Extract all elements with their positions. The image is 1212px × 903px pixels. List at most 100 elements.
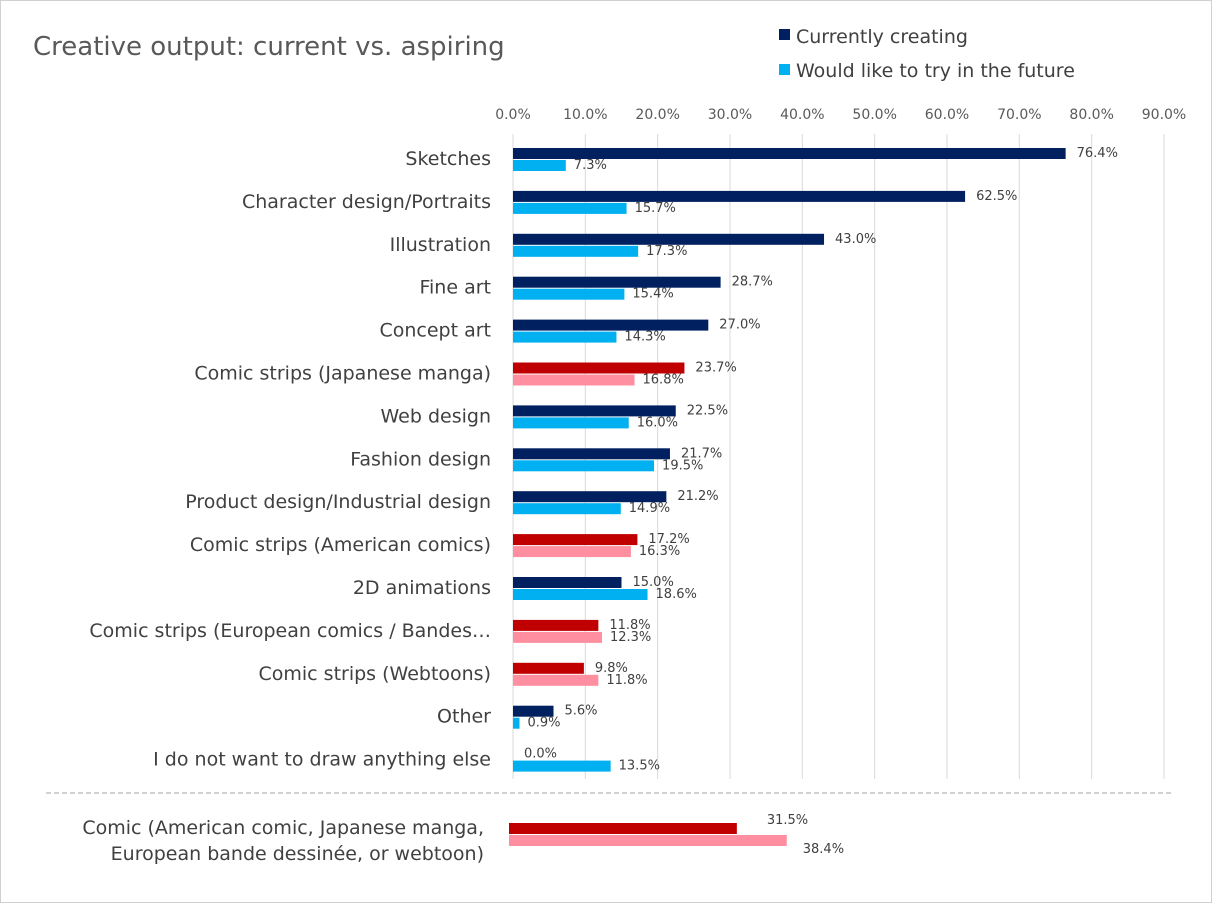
- x-tick-label: 40.0%: [780, 107, 824, 123]
- bar-current-fashion-design: [513, 448, 670, 460]
- bar-future-comic-strips-european-comics-bandes: [513, 631, 602, 643]
- category-labels: Sketches Character design/Portraits Illust…: [89, 148, 491, 771]
- data-label-current-comic-strips-webtoons: 9.8%: [595, 661, 628, 676]
- bar-current-comic-strips-japanese-manga: [513, 362, 685, 374]
- summary-section: Comic (American comic, Japanese manga, Eu…: [82, 813, 844, 865]
- data-label-future-other: 0.9%: [528, 716, 561, 731]
- data-label-current-fine-art: 28.7%: [732, 275, 773, 290]
- legend-swatch-currently-creating: [779, 29, 790, 40]
- bar-future-comic-strips-webtoons: [513, 674, 599, 686]
- bar-future-product-design-industrial-design: [513, 503, 621, 515]
- category-label-product-design-industrial-design: Product design/Industrial design: [185, 491, 491, 513]
- bar-current-illustration: [513, 233, 825, 245]
- data-label-current-illustration: 43.0%: [835, 232, 876, 247]
- category-label-character-design-portraits: Character design/Portraits: [242, 191, 491, 213]
- legend-swatch-would-like-to-try: [779, 64, 790, 75]
- bar-future-fashion-design: [513, 460, 655, 472]
- bars: [513, 148, 1066, 772]
- category-label-concept-art: Concept art: [379, 320, 491, 342]
- category-label-illustration: Illustration: [390, 234, 491, 256]
- summary-data-label-current: 31.5%: [767, 813, 808, 828]
- category-label-fashion-design: Fashion design: [350, 448, 491, 470]
- legend: Currently creating Would like to try in …: [779, 26, 1075, 82]
- bar-current-sketches: [513, 148, 1066, 159]
- x-axis-ticks: 0.0% 10.0% 20.0% 30.0% 40.0% 50.0% 60.0% 70.0% 8…: [495, 107, 1186, 123]
- x-tick-label: 20.0%: [635, 107, 679, 123]
- data-label-future-comic-strips-european-comics-bandes: 12.3%: [610, 630, 651, 645]
- data-labels: 76.4% 7.3% 62.5% 15.7% 43.0% 17.3% 28.7% 15.4% 2…: [524, 146, 1118, 774]
- bar-future-fine-art: [513, 288, 625, 300]
- summary-data-label-future: 38.4%: [803, 842, 844, 857]
- bar-current-2d-animations: [513, 577, 622, 588]
- data-label-current-other: 5.6%: [565, 704, 598, 719]
- bar-current-product-design-industrial-design: [513, 491, 667, 503]
- x-tick-label: 70.0%: [997, 107, 1041, 123]
- x-tick-label: 60.0%: [925, 107, 969, 123]
- data-label-future-sketches: 7.3%: [574, 158, 607, 173]
- x-tick-label: 30.0%: [708, 107, 752, 123]
- legend-label-would-like-to-try: Would like to try in the future: [796, 60, 1075, 82]
- bar-current-comic-strips-european-comics-bandes: [513, 619, 599, 631]
- data-label-future-comic-strips-webtoons: 11.8%: [606, 673, 647, 688]
- bar-future-comic-strips-american-comics: [513, 546, 631, 558]
- summary-bar-current: [509, 823, 737, 834]
- data-label-future-character-design-portraits: 15.7%: [635, 201, 676, 216]
- data-label-current-comic-strips-european-comics-bandes: 11.8%: [609, 618, 650, 633]
- data-label-future-comic-strips-american-comics: 16.3%: [639, 544, 680, 559]
- data-label-current-fashion-design: 21.7%: [681, 446, 722, 461]
- summary-label-line: Comic (American comic, Japanese manga,: [82, 817, 484, 839]
- data-label-future-product-design-industrial-design: 14.9%: [629, 501, 670, 516]
- category-label-comic-strips-webtoons: Comic strips (Webtoons): [259, 663, 492, 685]
- data-label-current-character-design-portraits: 62.5%: [976, 189, 1017, 204]
- bar-current-web-design: [513, 405, 676, 417]
- bar-future-concept-art: [513, 331, 617, 343]
- data-label-future-illustration: 17.3%: [646, 244, 687, 259]
- x-tick-label: 10.0%: [563, 107, 607, 123]
- data-label-future-concept-art: 14.3%: [624, 330, 665, 345]
- x-tick-label: 80.0%: [1069, 107, 1113, 123]
- data-label-future-fashion-design: 19.5%: [662, 458, 703, 473]
- bar-future-2d-animations: [513, 589, 648, 600]
- category-label-other: Other: [437, 706, 491, 728]
- bar-future-web-design: [513, 417, 629, 429]
- data-label-future-i-do-not-want-to-draw-anything-else: 13.5%: [619, 759, 660, 774]
- data-label-current-2d-animations: 15.0%: [633, 575, 674, 590]
- summary-bar-future: [509, 835, 787, 846]
- data-label-current-product-design-industrial-design: 21.2%: [677, 489, 718, 504]
- data-label-current-web-design: 22.5%: [687, 403, 728, 418]
- bar-current-character-design-portraits: [513, 190, 966, 202]
- bar-future-illustration: [513, 245, 639, 257]
- data-label-future-2d-animations: 18.6%: [656, 587, 697, 602]
- chart-title: Creative output: current vs. aspiring: [33, 32, 505, 62]
- data-label-future-comic-strips-japanese-manga: 16.8%: [643, 373, 684, 388]
- bar-current-comic-strips-american-comics: [513, 534, 638, 546]
- summary-label-line: European bande dessinée, or webtoon): [111, 843, 484, 865]
- bar-future-other: [513, 717, 520, 729]
- bar-current-concept-art: [513, 319, 709, 331]
- category-label-comic-strips-american-comics: Comic strips (American comics): [190, 534, 491, 556]
- x-tick-label: 50.0%: [852, 107, 896, 123]
- bar-current-fine-art: [513, 276, 721, 288]
- category-label-fine-art: Fine art: [419, 277, 491, 299]
- data-label-future-fine-art: 15.4%: [632, 287, 673, 302]
- x-tick-label: 0.0%: [495, 107, 531, 123]
- bar-current-comic-strips-webtoons: [513, 662, 584, 674]
- category-label-comic-strips-european-comics-bandes: Comic strips (European comics / Bandes…: [89, 620, 491, 642]
- x-tick-label: 90.0%: [1142, 107, 1186, 123]
- data-label-current-concept-art: 27.0%: [719, 318, 760, 333]
- category-label-comic-strips-japanese-manga: Comic strips (Japanese manga): [194, 363, 491, 385]
- legend-label-currently-creating: Currently creating: [796, 26, 968, 48]
- bar-current-other: [513, 705, 554, 717]
- category-label-i-do-not-want-to-draw-anything-else: I do not want to draw anything else: [153, 749, 491, 771]
- bar-future-character-design-portraits: [513, 202, 627, 214]
- data-label-current-i-do-not-want-to-draw-anything-else: 0.0%: [524, 747, 557, 762]
- bar-future-comic-strips-japanese-manga: [513, 374, 635, 386]
- data-label-current-comic-strips-japanese-manga: 23.7%: [695, 361, 736, 376]
- data-label-current-sketches: 76.4%: [1077, 146, 1118, 161]
- category-label-web-design: Web design: [381, 405, 492, 427]
- bar-future-i-do-not-want-to-draw-anything-else: [513, 760, 611, 772]
- bar-future-sketches: [513, 160, 566, 171]
- category-label-sketches: Sketches: [405, 148, 491, 170]
